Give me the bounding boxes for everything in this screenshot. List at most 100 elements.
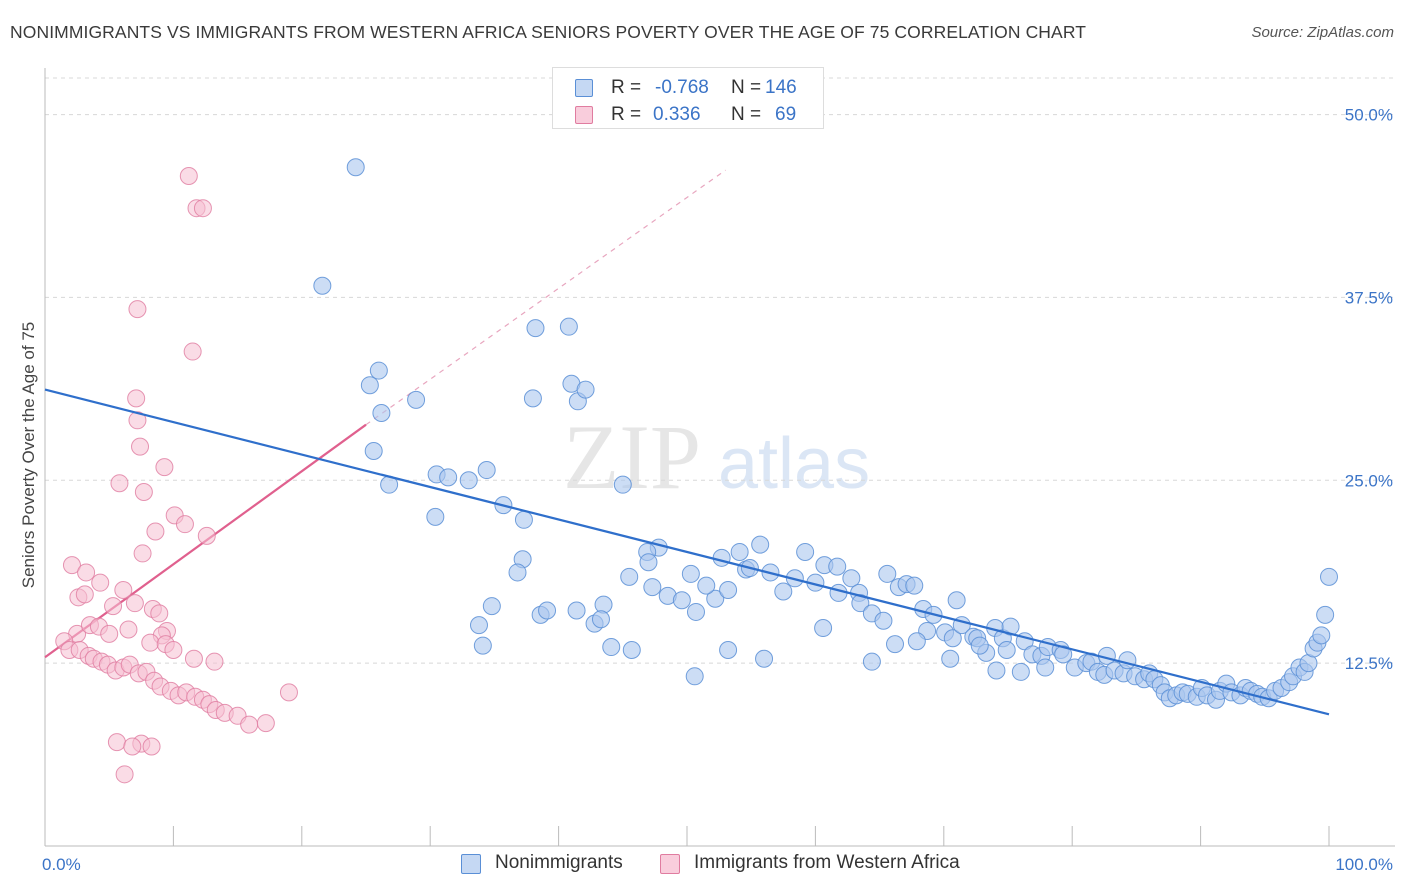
legend-label: Nonimmigrants — [495, 852, 623, 873]
point-nonimmigrants — [620, 567, 639, 586]
point-nonimmigrants — [1118, 651, 1137, 670]
point-nonimmigrants — [514, 510, 533, 529]
point-immigrants — [127, 389, 146, 408]
y-tick-label: 50.0% — [1345, 106, 1393, 125]
point-nonimmigrants — [439, 468, 458, 487]
point-nonimmigrants — [686, 602, 705, 621]
tick-labels: 12.5% 25.0% 37.5% 50.0% 0.0% 100.0% — [42, 106, 1393, 874]
point-nonimmigrants — [907, 632, 926, 651]
chart-title: NONIMMIGRANTS VS IMMIGRANTS FROM WESTERN… — [10, 22, 1087, 42]
point-immigrants — [142, 737, 161, 756]
point-nonimmigrants — [576, 380, 595, 399]
r-label: R = — [611, 77, 642, 98]
point-nonimmigrants — [523, 389, 542, 408]
point-nonimmigrants — [567, 601, 586, 620]
r-value: -0.768 — [655, 77, 709, 98]
point-nonimmigrants — [842, 569, 861, 588]
point-nonimmigrants — [862, 652, 881, 671]
stats-swatch-pink — [575, 106, 593, 124]
point-immigrants — [128, 300, 147, 319]
point-immigrants — [131, 437, 150, 456]
trend-line-nonimmigrants — [44, 388, 1330, 716]
point-immigrants — [155, 458, 174, 477]
point-nonimmigrants — [469, 616, 488, 635]
point-nonimmigrants — [591, 610, 610, 629]
stats-row-nonimmigrants: R = -0.768 N = 146 — [553, 75, 825, 101]
axes — [44, 68, 1395, 847]
stats-swatch-blue — [575, 79, 593, 97]
point-immigrants — [77, 563, 96, 582]
point-nonimmigrants — [407, 390, 426, 409]
point-immigrants — [134, 482, 153, 501]
point-nonimmigrants — [851, 594, 870, 613]
point-immigrants — [110, 474, 129, 493]
n-label: N = — [731, 77, 762, 98]
point-nonimmigrants — [905, 576, 924, 595]
point-nonimmigrants — [774, 582, 793, 601]
point-immigrants — [115, 765, 134, 784]
point-nonimmigrants — [681, 564, 700, 583]
x-tick-label: 0.0% — [42, 855, 81, 874]
point-nonimmigrants — [814, 619, 833, 638]
r-label: R = — [611, 104, 642, 125]
point-immigrants — [184, 649, 203, 668]
stats-row-immigrants: R = 0.336 N = 69 — [553, 102, 825, 128]
point-nonimmigrants — [639, 553, 658, 572]
point-nonimmigrants — [886, 635, 905, 654]
point-nonimmigrants — [643, 578, 662, 597]
legend-swatch-blue — [461, 854, 481, 874]
point-immigrants — [125, 594, 144, 613]
point-nonimmigrants — [712, 548, 731, 567]
legend-swatch-pink — [660, 854, 680, 874]
point-nonimmigrants — [622, 640, 641, 659]
y-tick-label: 25.0% — [1345, 471, 1393, 490]
point-nonimmigrants — [594, 595, 613, 614]
point-nonimmigrants — [602, 638, 621, 657]
point-immigrants — [104, 597, 123, 616]
point-immigrants — [114, 581, 133, 599]
point-nonimmigrants — [1036, 658, 1055, 677]
point-nonimmigrants — [1054, 645, 1073, 664]
point-immigrants — [183, 342, 202, 361]
point-nonimmigrants — [526, 319, 545, 338]
gridlines — [45, 77, 1395, 664]
point-nonimmigrants — [828, 557, 847, 576]
point-nonimmigrants — [559, 317, 578, 336]
point-nonimmigrants — [672, 591, 691, 610]
point-immigrants — [100, 624, 119, 643]
point-immigrants — [141, 633, 160, 652]
correlation-stats-box: R = -0.768 N = 146 R = 0.336 N = 69 — [552, 67, 824, 129]
point-immigrants — [62, 556, 81, 575]
point-immigrants — [91, 573, 110, 592]
point-nonimmigrants — [459, 471, 478, 490]
point-nonimmigrants — [1011, 662, 1030, 681]
point-nonimmigrants — [1001, 617, 1020, 636]
n-label: N = — [731, 104, 762, 125]
point-nonimmigrants — [697, 576, 716, 595]
point-immigrants — [205, 652, 224, 671]
point-nonimmigrants — [369, 361, 388, 380]
point-nonimmigrants — [970, 636, 989, 655]
x-tick-label: 100.0% — [1335, 855, 1393, 874]
point-nonimmigrants — [943, 629, 962, 648]
point-immigrants — [128, 411, 147, 430]
point-nonimmigrants — [613, 475, 632, 494]
point-immigrants — [146, 522, 165, 541]
y-tick-label: 37.5% — [1345, 288, 1393, 307]
point-nonimmigrants — [426, 507, 445, 526]
point-nonimmigrants — [719, 640, 738, 659]
point-immigrants — [75, 585, 94, 604]
point-nonimmigrants — [685, 667, 704, 686]
point-nonimmigrants — [730, 542, 749, 561]
legend-label: Immigrants from Western Africa — [694, 852, 960, 873]
point-nonimmigrants — [508, 563, 527, 582]
point-nonimmigrants — [482, 597, 501, 616]
point-immigrants — [256, 714, 275, 733]
point-immigrants — [107, 733, 126, 752]
point-nonimmigrants — [313, 276, 332, 295]
point-immigrants — [150, 604, 169, 623]
point-immigrants — [123, 737, 142, 756]
point-nonimmigrants — [477, 461, 496, 480]
point-nonimmigrants — [719, 581, 738, 599]
